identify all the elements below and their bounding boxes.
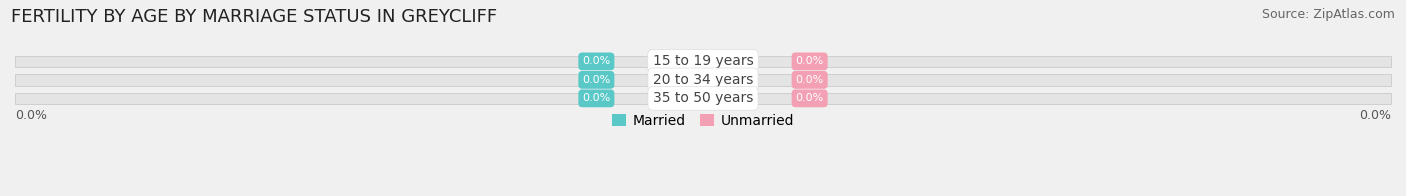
Text: FERTILITY BY AGE BY MARRIAGE STATUS IN GREYCLIFF: FERTILITY BY AGE BY MARRIAGE STATUS IN G…: [11, 8, 498, 26]
Bar: [15, 74, 1391, 86]
Text: 0.0%: 0.0%: [796, 75, 824, 85]
Text: 35 to 50 years: 35 to 50 years: [652, 91, 754, 105]
Text: 0.0%: 0.0%: [15, 110, 46, 122]
Text: 15 to 19 years: 15 to 19 years: [652, 54, 754, 68]
Text: 0.0%: 0.0%: [796, 56, 824, 66]
Text: Source: ZipAtlas.com: Source: ZipAtlas.com: [1261, 8, 1395, 21]
Bar: [15, 56, 1391, 67]
Text: 0.0%: 0.0%: [582, 93, 610, 103]
Text: 0.0%: 0.0%: [582, 75, 610, 85]
Text: 20 to 34 years: 20 to 34 years: [652, 73, 754, 87]
Text: 0.0%: 0.0%: [1360, 110, 1391, 122]
Legend: Married, Unmarried: Married, Unmarried: [606, 108, 800, 133]
Text: 0.0%: 0.0%: [582, 56, 610, 66]
Bar: [15, 93, 1391, 104]
Text: 0.0%: 0.0%: [796, 93, 824, 103]
